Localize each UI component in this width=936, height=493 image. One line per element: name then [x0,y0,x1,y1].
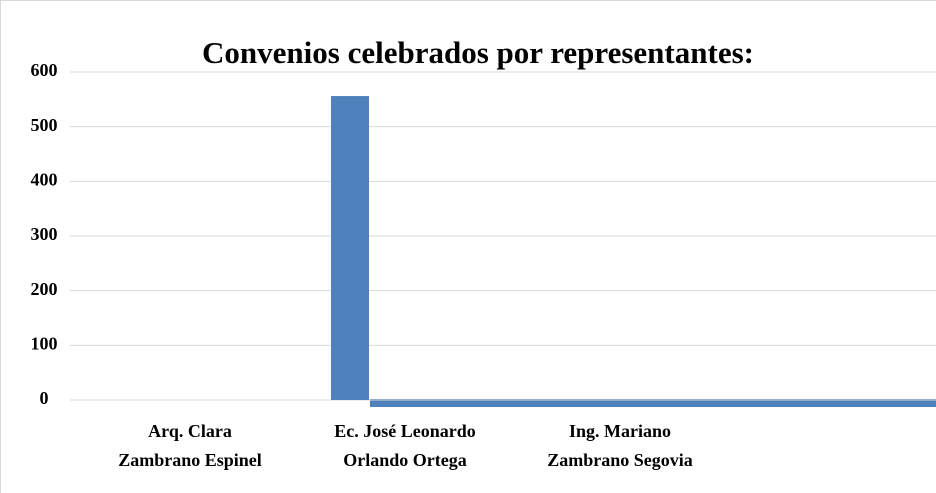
y-tick-label: 300 [31,224,58,244]
x-tick-label: Ec. José Leonardo [334,421,476,441]
y-tick-label: 500 [31,115,58,135]
x-tick-label: Arq. Clara [148,421,232,441]
y-tick-label: 200 [31,279,58,299]
y-tick-label: 100 [31,333,58,353]
x-tick-label: Ing. Mariano [569,421,671,441]
x-tick-label: Zambrano Espinel [118,450,262,470]
axis-band [370,399,936,407]
chart-title: Convenios celebrados por representantes: [202,35,754,70]
y-tick-label: 0 [40,388,49,408]
bar [331,96,369,400]
y-tick-label: 400 [31,169,58,189]
x-tick-label: Orlando Ortega [343,450,467,470]
y-tick-label: 600 [31,60,58,80]
x-tick-label: Zambrano Segovia [547,450,693,470]
